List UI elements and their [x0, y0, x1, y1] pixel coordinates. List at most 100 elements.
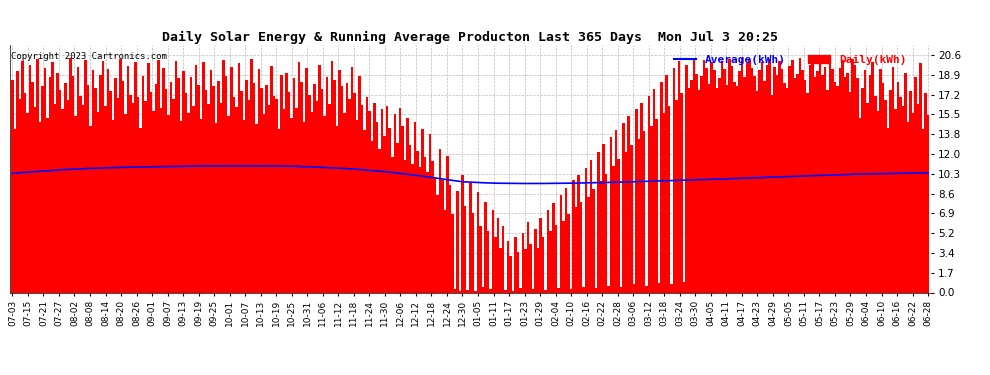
Bar: [348, 99, 350, 292]
Bar: [424, 157, 427, 292]
Bar: [117, 98, 120, 292]
Bar: [507, 241, 509, 292]
Bar: [920, 63, 922, 292]
Bar: [298, 62, 300, 292]
Bar: [89, 126, 92, 292]
Bar: [255, 124, 257, 292]
Bar: [92, 70, 94, 292]
Bar: [399, 108, 401, 292]
Bar: [726, 85, 728, 292]
Bar: [130, 94, 132, 292]
Bar: [623, 123, 625, 292]
Bar: [557, 288, 559, 292]
Bar: [861, 88, 864, 292]
Bar: [522, 232, 525, 292]
Bar: [248, 100, 250, 292]
Bar: [174, 61, 177, 292]
Bar: [763, 81, 766, 292]
Bar: [32, 82, 34, 292]
Bar: [917, 104, 920, 292]
Bar: [897, 82, 899, 292]
Bar: [240, 91, 243, 292]
Bar: [829, 62, 832, 292]
Bar: [716, 88, 718, 292]
Bar: [132, 102, 135, 292]
Bar: [99, 75, 102, 292]
Bar: [273, 96, 275, 292]
Bar: [811, 61, 814, 292]
Bar: [670, 285, 673, 292]
Bar: [44, 68, 47, 292]
Bar: [142, 76, 145, 292]
Bar: [713, 70, 716, 292]
Bar: [444, 210, 446, 292]
Bar: [190, 77, 192, 292]
Bar: [56, 73, 59, 292]
Bar: [484, 201, 487, 292]
Bar: [145, 101, 147, 292]
Bar: [233, 97, 235, 292]
Bar: [771, 94, 773, 292]
Bar: [788, 66, 791, 292]
Bar: [580, 201, 582, 292]
Bar: [391, 157, 393, 292]
Bar: [328, 104, 331, 292]
Bar: [899, 97, 902, 292]
Bar: [766, 64, 768, 292]
Bar: [559, 195, 562, 292]
Bar: [564, 188, 567, 292]
Bar: [652, 89, 655, 292]
Bar: [169, 82, 172, 292]
Bar: [257, 69, 260, 292]
Bar: [64, 83, 66, 292]
Bar: [427, 172, 429, 292]
Bar: [922, 129, 925, 292]
Bar: [927, 115, 930, 292]
Bar: [489, 289, 492, 292]
Text: Copyright 2023 Cartronics.com: Copyright 2023 Cartronics.com: [11, 53, 166, 62]
Bar: [303, 122, 306, 292]
Bar: [638, 140, 641, 292]
Bar: [197, 85, 200, 292]
Bar: [693, 59, 695, 292]
Bar: [776, 75, 778, 292]
Bar: [388, 128, 391, 292]
Bar: [755, 91, 758, 292]
Bar: [879, 69, 881, 292]
Bar: [260, 88, 262, 292]
Bar: [517, 252, 520, 292]
Bar: [164, 89, 167, 292]
Bar: [411, 164, 414, 292]
Bar: [71, 76, 74, 292]
Bar: [741, 58, 743, 292]
Bar: [660, 82, 662, 292]
Bar: [218, 81, 220, 292]
Bar: [718, 78, 721, 292]
Bar: [821, 75, 824, 292]
Bar: [466, 290, 469, 292]
Bar: [595, 288, 597, 292]
Bar: [432, 161, 434, 292]
Bar: [360, 105, 363, 292]
Bar: [657, 283, 660, 292]
Bar: [859, 117, 861, 292]
Bar: [783, 83, 786, 292]
Bar: [250, 59, 252, 292]
Bar: [846, 73, 848, 292]
Bar: [832, 69, 834, 292]
Bar: [786, 88, 788, 292]
Bar: [587, 197, 590, 292]
Bar: [275, 99, 278, 292]
Bar: [114, 78, 117, 292]
Bar: [446, 156, 448, 292]
Bar: [456, 191, 459, 292]
Bar: [628, 116, 630, 292]
Bar: [535, 229, 537, 292]
Bar: [605, 174, 607, 292]
Bar: [816, 72, 819, 292]
Bar: [884, 100, 887, 292]
Bar: [42, 87, 44, 292]
Bar: [602, 144, 605, 292]
Bar: [635, 110, 638, 292]
Bar: [567, 214, 569, 292]
